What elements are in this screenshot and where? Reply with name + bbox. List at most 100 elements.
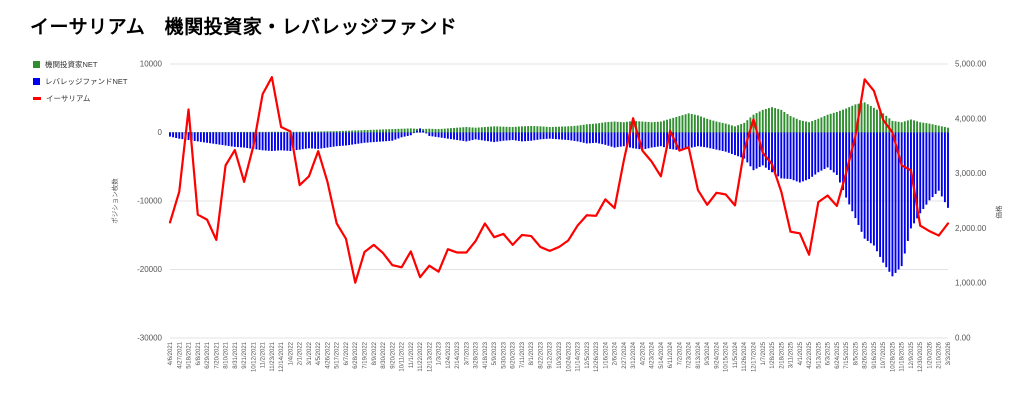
bar <box>502 132 505 141</box>
bar <box>360 130 363 133</box>
bar <box>789 132 792 180</box>
left-axis-tick-label: -20000 <box>137 265 162 274</box>
x-axis-date-label: 10/28/2025 <box>890 341 896 372</box>
x-axis-date-label: 4/1/2025 <box>798 341 804 365</box>
bar <box>301 132 304 150</box>
bar <box>298 132 301 150</box>
bar <box>477 127 480 133</box>
x-axis-date-label: 11/26/2024 <box>742 341 748 371</box>
bar <box>823 132 826 170</box>
bar <box>400 132 403 138</box>
bar <box>283 132 286 151</box>
bar <box>521 126 523 133</box>
bar <box>511 127 514 133</box>
x-axis-date-label: 5/13/2025 <box>816 341 822 368</box>
bar <box>570 126 573 133</box>
bar <box>434 132 437 137</box>
x-axis-date-label: 10/7/2025 <box>881 341 887 368</box>
right-axis-tick-label: 5,000.00 <box>955 60 987 69</box>
bar <box>842 132 844 191</box>
bar <box>564 126 567 133</box>
bar <box>820 132 823 171</box>
bar <box>227 132 230 146</box>
bar <box>175 132 178 133</box>
bar <box>561 132 564 140</box>
bar <box>215 132 218 133</box>
bar <box>718 132 721 151</box>
bar <box>209 132 212 133</box>
bar <box>391 132 394 141</box>
bar <box>409 132 412 136</box>
x-axis-date-label: 8/5/2025 <box>853 341 859 365</box>
bar <box>351 132 354 145</box>
bar <box>425 128 428 133</box>
bar <box>372 129 375 133</box>
bar <box>644 132 647 149</box>
bar <box>681 115 684 133</box>
bar <box>888 118 891 133</box>
bar <box>233 132 236 147</box>
bar <box>817 132 820 173</box>
bar <box>758 111 761 133</box>
bar <box>483 132 486 141</box>
bar <box>740 132 743 158</box>
x-axis-date-label: 3/28/2023 <box>474 341 480 368</box>
bar <box>755 132 758 169</box>
bar <box>838 132 841 183</box>
x-axis-date-label: 10/24/2023 <box>566 341 572 372</box>
bar <box>808 122 811 133</box>
bar <box>829 113 832 133</box>
bar <box>388 129 391 133</box>
bar <box>462 132 465 141</box>
bar <box>823 116 826 133</box>
bar <box>295 131 298 133</box>
x-axis-date-label: 6/11/2024 <box>668 341 674 368</box>
bar <box>888 132 891 272</box>
bar <box>730 125 733 133</box>
bar <box>919 122 922 133</box>
bar <box>323 132 326 149</box>
bar <box>471 127 474 133</box>
bar <box>406 128 409 133</box>
bar <box>338 132 341 146</box>
bar <box>487 126 489 133</box>
bar <box>928 123 931 133</box>
bar <box>375 132 378 142</box>
bar <box>227 131 230 133</box>
bar <box>440 128 443 133</box>
bar <box>236 131 239 133</box>
bar <box>734 126 736 133</box>
x-axis-date-label: 4/18/2023 <box>483 341 489 368</box>
bar <box>206 132 208 133</box>
legend-square-swatch <box>33 78 40 85</box>
bar <box>317 131 320 133</box>
bar <box>199 132 202 133</box>
gridlines: 10000 0 -10000 -20000 -30000 <box>137 60 948 343</box>
bar <box>703 132 706 148</box>
x-axis-date-label: 2/27/2024 <box>622 341 628 368</box>
bar <box>845 108 848 133</box>
bar <box>570 132 573 141</box>
bar <box>505 132 508 141</box>
bar <box>465 132 468 142</box>
bar <box>897 132 900 270</box>
bar <box>696 115 699 133</box>
bar <box>548 132 551 139</box>
bar <box>764 132 767 168</box>
bar <box>622 122 625 133</box>
bar <box>743 132 746 159</box>
bar <box>749 117 752 133</box>
bar <box>385 132 388 142</box>
x-axis-date-label: 4/26/2022 <box>325 341 331 368</box>
bar <box>780 132 783 179</box>
bar <box>483 127 486 133</box>
bar <box>712 120 715 133</box>
x-axis-date-label: 1/24/2023 <box>446 341 452 368</box>
bar <box>687 113 690 133</box>
bar <box>616 132 619 148</box>
x-axis-date-label: 8/1/2023 <box>529 341 535 365</box>
bar <box>193 132 196 141</box>
bar <box>446 128 449 133</box>
bar <box>786 132 789 179</box>
bar <box>934 124 937 133</box>
